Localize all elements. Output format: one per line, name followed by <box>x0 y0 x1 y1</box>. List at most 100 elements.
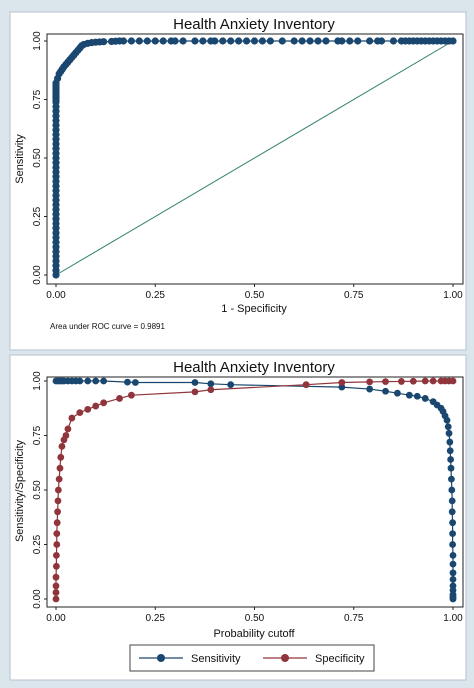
auc-note: Area under ROC curve = 0.9891 <box>50 322 166 331</box>
cutoff-x-tick-label: 1.00 <box>443 613 463 624</box>
specificity-point <box>53 541 61 548</box>
sensitivity-point <box>76 377 84 385</box>
sensitivity-point <box>92 377 100 385</box>
roc-point <box>171 37 179 45</box>
roc-point <box>298 37 306 45</box>
roc-y-tick-label: 0.00 <box>32 265 43 285</box>
sensitivity-point <box>445 429 453 437</box>
roc-point <box>211 37 219 45</box>
legend-item-sensitivity: Sensitivity <box>139 653 241 665</box>
roc-x-label: 1 - Specificity <box>221 303 287 315</box>
cutoff-plot-area <box>46 376 464 608</box>
roc-x-tick-label: 0.00 <box>46 290 66 301</box>
roc-x-tick-label: 1.00 <box>443 290 463 301</box>
roc-point <box>179 37 187 45</box>
legend-item-specificity: Specificity <box>263 653 365 665</box>
roc-x-tick-label: 0.25 <box>146 290 166 301</box>
specificity-point <box>62 432 70 439</box>
specificity-point <box>52 562 60 570</box>
specificity-point <box>429 377 437 385</box>
sensitivity-point <box>447 464 455 472</box>
cutoff-y-tick-label: 0.75 <box>32 425 43 445</box>
specificity-point <box>382 378 389 386</box>
roc-point <box>242 37 251 45</box>
roc-point <box>377 37 386 45</box>
sensitivity-point <box>413 392 421 400</box>
specificity-point <box>53 519 61 527</box>
roc-marks <box>52 37 457 279</box>
specificity-point <box>52 552 60 559</box>
legend-specificity-marker <box>281 654 289 662</box>
sensitivity-point <box>449 530 457 537</box>
sensitivity-point <box>227 381 235 389</box>
sensitivity-point <box>421 395 429 402</box>
specificity-point <box>409 377 417 385</box>
cutoff-x-tick-label: 0.50 <box>245 613 265 624</box>
legend-specificity-label: Specificity <box>315 653 365 665</box>
legend-sensitivity-marker <box>157 654 165 662</box>
roc-point <box>143 37 151 45</box>
roc-point <box>389 37 398 45</box>
sensitivity-point <box>448 475 455 483</box>
roc-point <box>119 37 128 45</box>
roc-point <box>219 37 227 45</box>
sensitivity-point <box>449 595 457 603</box>
specificity-point <box>100 399 108 407</box>
specificity-point <box>116 395 123 402</box>
roc-point <box>235 37 243 45</box>
specificity-point <box>57 453 65 461</box>
sensitivity-point <box>124 378 131 386</box>
sensitivity-point <box>449 569 457 577</box>
roc-point <box>366 37 374 45</box>
cutoff-x-label: Probability cutoff <box>213 628 295 640</box>
roc-x-axis: 0.00 0.25 0.50 0.75 1.00 <box>46 284 463 301</box>
specificity-point <box>449 377 457 385</box>
sensitivity-point <box>366 385 374 393</box>
sensitivity-point <box>448 486 456 494</box>
cutoff-x-axis: 0.00 0.25 0.50 0.75 1.00 <box>46 607 463 624</box>
specificity-point <box>366 378 374 386</box>
specificity-point <box>421 377 429 385</box>
roc-point <box>191 37 199 45</box>
roc-point <box>306 37 314 45</box>
cutoff-y-tick-label: 0.00 <box>32 589 43 609</box>
sensitivity-point <box>382 387 389 395</box>
roc-point <box>100 38 108 46</box>
cutoff-x-tick-label: 0.75 <box>344 613 364 624</box>
roc-point <box>127 37 136 45</box>
specificity-point <box>52 573 60 581</box>
specificity-point <box>68 414 76 422</box>
roc-point <box>266 37 274 45</box>
sensitivity-point <box>446 447 454 455</box>
sensitivity-point <box>84 377 92 385</box>
specificity-point <box>52 595 60 603</box>
specificity-point <box>55 475 63 483</box>
sensitivity-point <box>443 416 451 424</box>
specificity-point <box>58 443 66 450</box>
specificity-point <box>338 379 346 386</box>
roc-y-tick-label: 0.50 <box>32 148 43 168</box>
roc-title: Health Anxiety Inventory <box>173 16 335 33</box>
sensitivity-point <box>449 575 457 583</box>
roc-y-label: Sensitivity <box>14 134 26 184</box>
roc-point <box>314 37 322 45</box>
roc-point <box>227 37 235 45</box>
specificity-point <box>54 508 61 516</box>
sensitivity-point <box>447 456 455 463</box>
sensitivity-point <box>207 380 215 388</box>
roc-point <box>346 37 354 45</box>
roc-point <box>258 37 267 45</box>
sensitivity-point <box>444 423 452 431</box>
roc-y-tick-label: 0.25 <box>32 206 43 226</box>
roc-y-tick-label: 1.00 <box>32 31 43 51</box>
specificity-point <box>64 425 72 433</box>
roc-point <box>290 37 298 45</box>
roc-point <box>278 37 286 45</box>
roc-point <box>338 37 346 45</box>
specificity-point <box>128 391 135 399</box>
specificity-point <box>56 464 64 472</box>
sensitivity-point <box>446 438 454 446</box>
cutoff-y-tick-label: 0.50 <box>32 480 43 500</box>
specificity-point <box>54 486 62 494</box>
